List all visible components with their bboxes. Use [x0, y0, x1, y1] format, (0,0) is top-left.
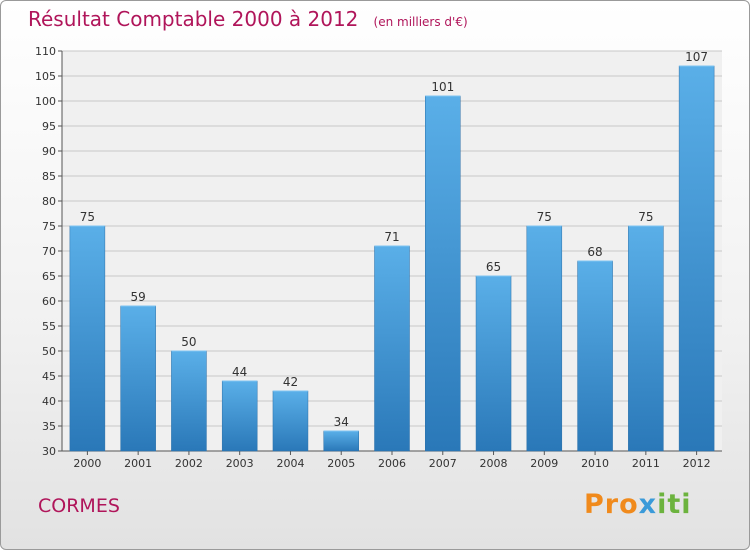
- x-tick-label: 2000: [73, 457, 101, 470]
- bar-value-label: 101: [431, 80, 454, 94]
- y-tick-label: 110: [35, 45, 56, 58]
- bar-value-label: 44: [232, 365, 247, 379]
- bar-value-label: 75: [638, 210, 653, 224]
- y-tick-label: 40: [42, 395, 56, 408]
- bar-2002: [171, 350, 207, 452]
- bars: [69, 65, 715, 452]
- x-tick-label: 2003: [226, 457, 254, 470]
- y-tick-label: 30: [42, 445, 56, 458]
- bar-2010: [577, 260, 613, 452]
- chart-title: Résultat Comptable 2000 à 2012 (en milli…: [28, 7, 468, 31]
- bar-value-label: 50: [181, 335, 196, 349]
- bar-2005: [323, 430, 359, 452]
- bar-2001: [120, 305, 156, 452]
- x-tick-label: 2002: [175, 457, 203, 470]
- y-tick-label: 50: [42, 345, 56, 358]
- bar-value-label: 42: [283, 375, 298, 389]
- y-tick-label: 35: [42, 420, 56, 433]
- y-tick-label: 65: [42, 270, 56, 283]
- x-tick-label: 2007: [429, 457, 457, 470]
- logo-part-2: x: [638, 489, 658, 520]
- x-tick-label: 2012: [683, 457, 711, 470]
- y-tick-label: 60: [42, 295, 56, 308]
- bar-value-label: 75: [80, 210, 95, 224]
- x-tick-label: 2008: [480, 457, 508, 470]
- y-tick-label: 70: [42, 245, 56, 258]
- proxiti-logo: Proxiti: [584, 489, 692, 520]
- logo-part-1: Pro: [584, 489, 639, 520]
- x-tick-label: 2005: [327, 457, 355, 470]
- bar-value-label: 59: [131, 290, 146, 304]
- title-text: Résultat Comptable 2000 à 2012: [28, 7, 359, 31]
- bar-2012: [678, 65, 715, 452]
- y-tick-label: 95: [42, 120, 56, 133]
- y-tick-label: 105: [35, 70, 56, 83]
- x-tick-label: 2010: [581, 457, 609, 470]
- y-tick-label: 100: [35, 95, 56, 108]
- commune-name: CORMES: [38, 495, 120, 517]
- x-tick-label: 2011: [632, 457, 660, 470]
- bar-value-label: 75: [537, 210, 552, 224]
- bar-value-label: 68: [587, 245, 602, 259]
- bar-2006: [374, 245, 410, 452]
- bar-value-label: 34: [334, 415, 349, 429]
- bar-value-label: 65: [486, 260, 501, 274]
- x-tick-label: 2004: [276, 457, 304, 470]
- x-tick-label: 2006: [378, 457, 406, 470]
- unit-note: (en milliers d'€): [373, 15, 468, 29]
- bar-2009: [526, 225, 563, 452]
- bar-2011: [628, 225, 664, 452]
- bar-value-label: 71: [384, 230, 399, 244]
- labels: 75 2000 59 2001 50 2002 44 2003 42 2004 34 2005 71 20…: [73, 50, 710, 470]
- y-tick-label: 55: [42, 320, 56, 333]
- y-tick-label: 45: [42, 370, 56, 383]
- y-tick-label: 75: [42, 220, 56, 233]
- bar-2000: [69, 225, 106, 452]
- logo-part-3: iti: [657, 489, 692, 520]
- bar-2007: [425, 95, 461, 452]
- x-tick-label: 2001: [124, 457, 152, 470]
- y-tick-label: 90: [42, 145, 56, 158]
- bar-2003: [221, 380, 258, 452]
- y-tick-label: 80: [42, 195, 56, 208]
- bar-2004: [272, 390, 309, 452]
- bar-value-label: 107: [685, 50, 708, 64]
- bar-2008: [475, 275, 512, 452]
- x-tick-label: 2009: [530, 457, 558, 470]
- y-tick-label: 85: [42, 170, 56, 183]
